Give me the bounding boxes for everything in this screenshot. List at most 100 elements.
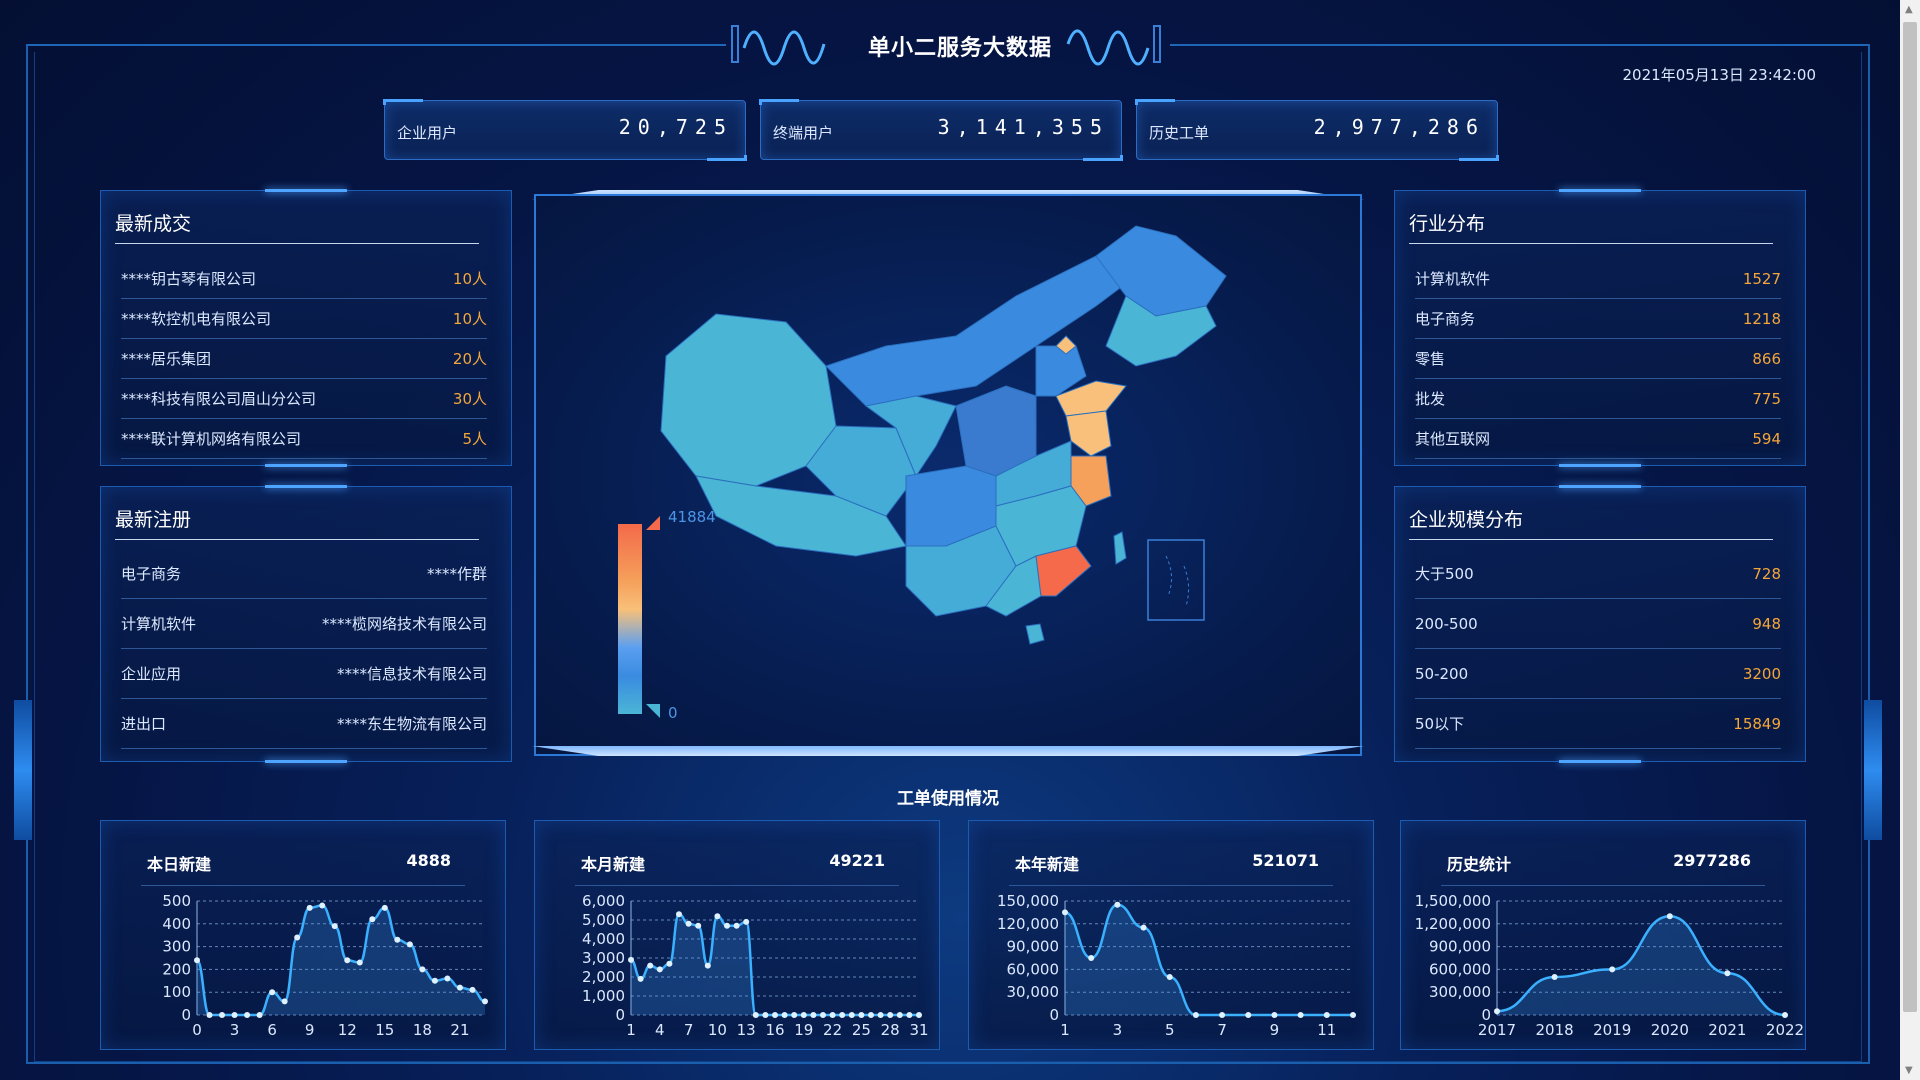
deal-count: 20人	[452, 350, 487, 368]
list-item[interactable]: 50以下 15849	[1415, 699, 1781, 749]
latest-registrations-panel: 最新注册 电子商务 ****作群 计算机软件 ****榄网络技术有限公司 企业应用 *…	[100, 485, 512, 763]
reg-industry: 计算机软件	[121, 615, 197, 633]
industry-name: 批发	[1415, 390, 1446, 408]
china-map[interactable]	[536, 196, 1364, 758]
data-point	[1192, 1012, 1199, 1018]
y-tick-label: 300,000	[1429, 983, 1491, 1001]
legend-handle-top-icon[interactable]	[646, 516, 660, 530]
series-area	[1497, 916, 1785, 1015]
outer-frame	[26, 44, 1870, 1064]
series-area	[1065, 904, 1353, 1015]
list-item[interactable]: 200-500 948	[1415, 599, 1781, 649]
chart-panel-yearly: 本年新建 521071 150,000 120,000 90,000 60,000 30…	[968, 820, 1374, 1050]
card-corner	[1083, 155, 1123, 161]
data-point	[1088, 955, 1095, 961]
x-tick-label: 6	[267, 1021, 277, 1039]
data-point	[469, 986, 476, 993]
y-tick-label: 6,000	[582, 892, 625, 910]
list-item[interactable]: 电子商务 1218	[1415, 299, 1781, 339]
list-item[interactable]: 进出口 ****东生物流有限公司	[121, 699, 487, 749]
list-item[interactable]: 企业应用 ****信息技术有限公司	[121, 649, 487, 699]
data-point	[1494, 1008, 1500, 1015]
x-tick-label: 21	[450, 1021, 469, 1039]
stat-value: 2,977,286	[1313, 115, 1485, 139]
industry-count: 1218	[1742, 309, 1781, 328]
size-count: 948	[1752, 614, 1781, 633]
title-divider	[1409, 539, 1773, 540]
y-tick-label: 0	[181, 1006, 191, 1024]
y-tick-label: 400	[162, 915, 191, 933]
list-item[interactable]: ****联计算机网络有限公司 5人	[121, 419, 487, 459]
scrollbar-thumb[interactable]	[1903, 22, 1917, 1012]
x-tick-label: 7	[684, 1021, 694, 1039]
list-item[interactable]: 50-200 3200	[1415, 649, 1781, 699]
list-item[interactable]: 计算机软件 1527	[1415, 259, 1781, 299]
list-item[interactable]: 零售 866	[1415, 339, 1781, 379]
scroll-down-icon[interactable]: ▼	[1905, 1065, 1913, 1076]
data-point	[695, 922, 702, 929]
card-corner	[383, 99, 423, 105]
reg-company: ****榄网络技术有限公司	[321, 615, 487, 633]
list-item[interactable]: ****软控机电有限公司 10人	[121, 299, 487, 339]
legend-max-label: 41884	[668, 508, 716, 526]
list-item[interactable]: 其他互联网 594	[1415, 419, 1781, 459]
x-tick-label: 1	[1060, 1021, 1070, 1039]
data-point	[194, 957, 200, 964]
panel-title: 最新注册	[115, 509, 192, 531]
registration-list: 电子商务 ****作群 计算机软件 ****榄网络技术有限公司 企业应用 ****信息…	[121, 549, 487, 749]
data-point	[331, 923, 338, 930]
y-tick-label: 300	[162, 938, 191, 956]
stat-card-terminal-users: 终端用户 3,141,355	[759, 99, 1123, 161]
chart-total: 521071	[1252, 851, 1319, 870]
stat-card-enterprise-users: 企业用户 20,725	[383, 99, 747, 161]
x-tick-label: 2019	[1593, 1021, 1631, 1039]
y-tick-label: 60,000	[1007, 960, 1060, 978]
y-tick-label: 120,000	[997, 915, 1059, 933]
list-item[interactable]: ****居乐集团 20人	[121, 339, 487, 379]
line-chart-daily[interactable]: 500 400 300 200 100 00 3 6 9 12 15 18 21	[101, 891, 507, 1051]
inner-frame	[34, 52, 1862, 1062]
panel-title: 行业分布	[1409, 213, 1486, 235]
size-range: 大于500	[1415, 565, 1474, 583]
datetime: 2021年05月13日 23:42:00	[1622, 66, 1816, 84]
data-point	[896, 1012, 903, 1018]
data-point	[791, 1012, 798, 1018]
company-size-panel: 企业规模分布 大于500 728 200-500 948 50-200 3200 50…	[1394, 485, 1806, 763]
data-point	[256, 1012, 263, 1018]
reg-company: ****东生物流有限公司	[336, 715, 487, 733]
data-point	[444, 975, 451, 982]
data-point	[369, 916, 376, 923]
line-chart-history[interactable]: 1,500,000 1,200,000 900,000 600,000 300,000 0…	[1401, 891, 1807, 1051]
data-point	[820, 1012, 826, 1018]
y-tick-label: 5,000	[582, 911, 625, 929]
list-item[interactable]: 电子商务 ****作群	[121, 549, 487, 599]
list-item[interactable]: 批发 775	[1415, 379, 1781, 419]
list-item[interactable]: 计算机软件 ****榄网络技术有限公司	[121, 599, 487, 649]
scroll-up-icon[interactable]: ▲	[1905, 4, 1913, 15]
size-range: 200-500	[1415, 614, 1478, 633]
data-point	[206, 1012, 213, 1018]
map-legend-bar[interactable]	[618, 524, 642, 714]
list-item[interactable]: ****科技有限公司眉山分公司 30人	[121, 379, 487, 419]
industry-count: 1527	[1742, 269, 1781, 288]
y-tick-label: 1,500,000	[1415, 892, 1491, 910]
list-item[interactable]: 大于500 728	[1415, 549, 1781, 599]
legend-handle-bottom-icon[interactable]	[646, 704, 660, 718]
x-tick-label: 18	[413, 1021, 432, 1039]
data-point	[1666, 913, 1673, 920]
x-tick-label: 11	[1317, 1021, 1336, 1039]
deal-company: ****居乐集团	[121, 350, 212, 368]
x-tick-label: 7	[1217, 1021, 1227, 1039]
data-point	[685, 920, 692, 927]
page-scrollbar[interactable]: ▲ ▼	[1900, 0, 1920, 1080]
card-corner	[759, 99, 799, 105]
data-point	[244, 1012, 251, 1018]
chart-panel-daily: 本日新建 4888 500 400 300 200 100 0 0 3 6 9 12 15 18 21	[100, 820, 506, 1050]
list-item[interactable]: ****钥古琴有限公司 10人	[121, 259, 487, 299]
latest-deals-panel: 最新成交 ****钥古琴有限公司 10人 ****软控机电有限公司 10人 ****…	[100, 189, 512, 467]
x-tick-label: 10	[708, 1021, 727, 1039]
line-chart-yearly[interactable]: 150,000 120,000 90,000 60,000 30,000 01 3 5 7 9 11	[969, 891, 1375, 1051]
industry-count: 594	[1752, 429, 1781, 448]
size-count: 3200	[1742, 664, 1781, 683]
